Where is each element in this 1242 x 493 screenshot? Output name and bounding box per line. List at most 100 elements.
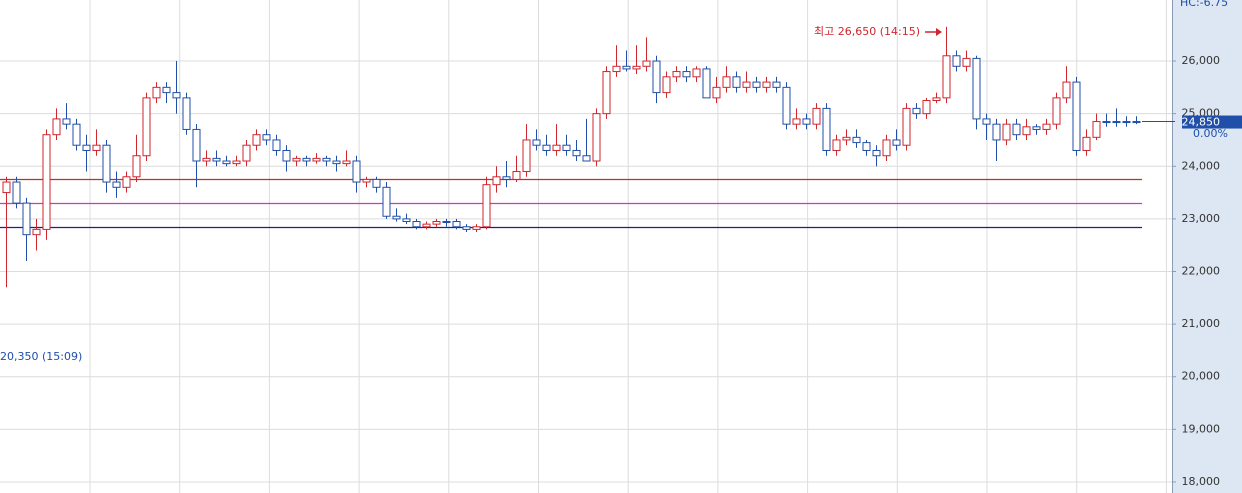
candle-body [362,178,371,183]
candle-body [872,149,881,157]
candle-body [652,60,661,94]
candle-body [902,107,911,146]
candle-body [1082,136,1091,151]
candle-body [562,144,571,151]
candle-body [402,218,411,223]
candle-body [192,128,201,162]
axis-panel [1172,0,1242,493]
candle-body [1002,123,1011,141]
candle-body [112,181,121,188]
candle-body [802,118,811,125]
candle-body [482,184,491,228]
y-tick-label: 23,000 [1182,212,1221,225]
candle-body [1052,97,1061,125]
candle-body [632,65,641,70]
low-annotation: 20,350 (15:09) [0,350,82,363]
candle-body [532,139,541,146]
candle-body [962,57,971,67]
candle-body [782,86,791,125]
candle-body [452,221,461,228]
price-label: 24,850 [1182,116,1221,129]
candle-body [52,118,61,136]
candle-body [102,144,111,183]
candle-body [282,149,291,162]
candle-body [272,139,281,151]
candle-body [512,171,521,180]
candle-body [342,160,351,165]
candle-body [812,107,821,125]
y-tick-label: 18,000 [1182,475,1221,488]
candle-body [692,68,701,78]
y-tick-label: 22,000 [1182,264,1221,277]
y-tick-label: 20,000 [1182,370,1221,383]
candle-body [522,139,531,173]
candle-body [992,123,1001,141]
candle-body [212,157,221,162]
candle-body [222,160,231,165]
candle-body [32,228,41,236]
candle-body [2,181,11,194]
candle-body [702,68,711,99]
candle-body [952,55,961,67]
candle-body [492,176,501,186]
y-tick-label: 26,000 [1182,54,1221,67]
candle-body [1092,121,1101,138]
candle-body [1012,123,1021,136]
candle-body [22,202,31,236]
candle-body [182,97,191,130]
candle-body [662,76,671,94]
candle-body [612,65,621,73]
candle-body [1132,121,1141,124]
candle-body [72,123,81,146]
candle-body [502,176,511,180]
candle-body [592,113,601,162]
candle-body [542,144,551,151]
candle-body [642,60,651,67]
candle-body [882,139,891,157]
candle-body [432,221,441,225]
candle-body [942,55,951,99]
annotation-arrowhead [936,28,942,36]
candle-body [292,157,301,162]
y-tick-label: 21,000 [1182,317,1221,330]
candle-body [852,136,861,144]
y-tick-label: 19,000 [1182,422,1221,435]
candle-body [792,118,801,125]
candle-body [772,81,781,88]
candle-body [682,71,691,78]
candle-body [462,226,471,230]
candle-body [382,186,391,217]
candle-body [372,178,381,188]
candle-body [722,76,731,88]
candle-body [582,155,591,162]
candle-body [672,71,681,78]
candle-body [1042,123,1051,130]
candle-body [712,86,721,99]
candle-body [552,144,561,151]
candle-body [922,99,931,115]
candle-body [262,134,271,141]
candle-body [892,139,901,146]
candle-body [622,65,631,70]
candle-body [842,136,851,141]
candle-body [732,76,741,88]
change: 0.00% [1193,127,1228,140]
header: HC:-6.75 [1180,0,1228,9]
candle-body [152,86,161,99]
candle-body [862,142,871,151]
candle-body [762,81,771,88]
candle-body [912,107,921,115]
candle-body [832,139,841,151]
candle-body [442,221,451,224]
candle-body [1062,81,1071,99]
price-box [1182,115,1242,129]
candle-body [352,160,361,183]
candle-body [1022,126,1031,136]
candle-body [172,92,181,99]
candle-body [132,155,141,178]
candle-body [12,181,21,204]
candle-body [202,157,211,162]
candle-body [142,97,151,157]
candle-body [232,160,241,165]
candle-body [822,107,831,151]
